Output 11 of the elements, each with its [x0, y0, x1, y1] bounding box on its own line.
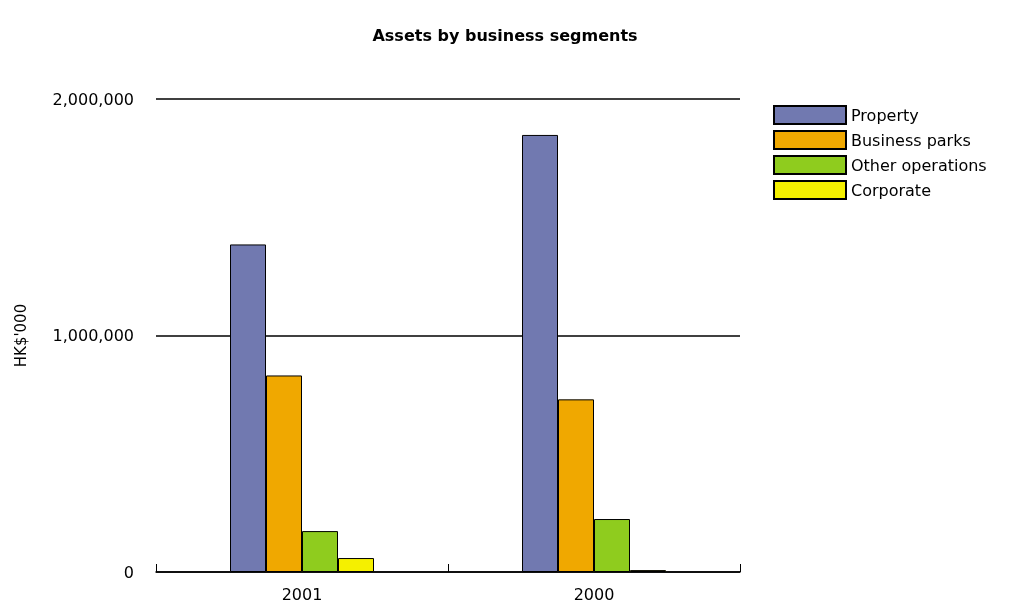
x-tick-label: 2001	[281, 584, 323, 604]
legend-label: Other operations	[851, 155, 987, 175]
y-tick-label: 1,000,000	[52, 326, 134, 345]
y-axis-title: HK$'000	[11, 303, 30, 368]
y-tick-label: 2,000,000	[52, 89, 134, 109]
legend-label: Business parks	[851, 130, 971, 150]
chart-title: Assets by business segments	[372, 25, 638, 45]
legend-label: Corporate	[851, 180, 931, 200]
y-tick-label: 0	[123, 562, 134, 582]
legend-label: Property	[851, 105, 919, 125]
x-tick-label: 2000	[573, 584, 615, 604]
